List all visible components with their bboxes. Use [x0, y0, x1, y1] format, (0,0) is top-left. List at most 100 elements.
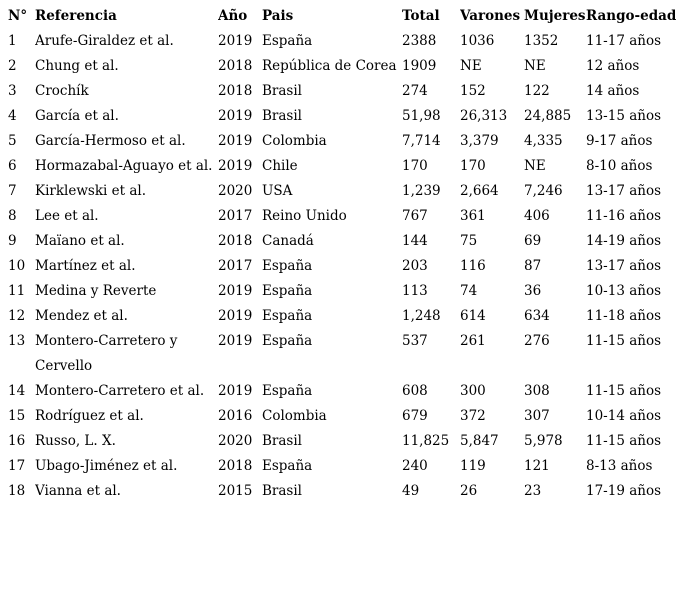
cell-var: 75 — [460, 233, 478, 249]
cell-muj: 36 — [524, 283, 542, 299]
cell-ano: 2016 — [218, 408, 253, 424]
cell-ref: Medina y Reverte — [35, 283, 157, 299]
cell-rango: 12 años — [586, 58, 640, 74]
cell-rango: 11-15 años — [586, 383, 662, 399]
cell-rango: 10-13 años — [586, 283, 662, 299]
cell-rango: 11-15 años — [586, 333, 662, 349]
cell-total: 113 — [402, 283, 428, 299]
cell-total: 767 — [402, 208, 428, 224]
cell-ano: 2019 — [218, 383, 253, 399]
cell-num: 16 — [8, 433, 26, 449]
cell-ref: Russo, L. X. — [35, 433, 116, 449]
table-row: 10 Martínez et al. 2017 España 203 116 87 13-17… — [8, 254, 683, 279]
cell-ref: García-Hermoso et al. — [35, 133, 186, 149]
table-row: 2 Chung et al. 2018 República de Corea 1909 N… — [8, 54, 683, 79]
cell-ano: 2020 — [218, 183, 253, 199]
table-row: 16 Russo, L. X. 2020 Brasil 11,825 5,847 5,978… — [8, 429, 683, 454]
cell-muj: 5,978 — [524, 433, 563, 449]
cell-pais: Chile — [262, 158, 298, 174]
cell-ano: 2019 — [218, 283, 253, 299]
cell-var: 2,664 — [460, 183, 499, 199]
cell-var: 614 — [460, 308, 486, 324]
cell-ref: Maïano et al. — [35, 233, 125, 249]
cell-pais: España — [262, 333, 313, 349]
column-header-num: N° — [8, 8, 28, 24]
cell-ref: Mendez et al. — [35, 308, 128, 324]
cell-total: 7,714 — [402, 133, 441, 149]
cell-rango: 11-16 años — [586, 208, 662, 224]
cell-var: 119 — [460, 458, 486, 474]
table-row: 5 García-Hermoso et al. 2019 Colombia 7,714 3… — [8, 129, 683, 154]
cell-total: 608 — [402, 383, 428, 399]
cell-muj: 308 — [524, 383, 550, 399]
cell-muj: 24,885 — [524, 108, 572, 124]
cell-num: 3 — [8, 83, 17, 99]
cell-var: NE — [460, 58, 482, 74]
cell-rango: 17-19 años — [586, 483, 662, 499]
cell-num: 9 — [8, 233, 17, 249]
cell-num: 13 — [8, 333, 26, 349]
cell-muj: 69 — [524, 233, 542, 249]
cell-var: 5,847 — [460, 433, 499, 449]
cell-var: 26 — [460, 483, 478, 499]
cell-rango: 10-14 años — [586, 408, 662, 424]
cell-pais: España — [262, 33, 313, 49]
cell-rango: 11-17 años — [586, 33, 662, 49]
cell-muj: 276 — [524, 333, 550, 349]
cell-var: 116 — [460, 258, 486, 274]
cell-rango: 11-15 años — [586, 433, 662, 449]
cell-total: 1,239 — [402, 183, 441, 199]
cell-ref: Vianna et al. — [35, 483, 121, 499]
cell-num: 12 — [8, 308, 26, 324]
cell-ano: 2018 — [218, 83, 253, 99]
studies-table: N° Referencia Año Pais Total Varones Mujeres Ra… — [8, 4, 683, 504]
cell-rango: 11-18 años — [586, 308, 662, 324]
cell-rango: 14 años — [586, 83, 640, 99]
cell-total: 274 — [402, 83, 428, 99]
cell-var: 261 — [460, 333, 486, 349]
cell-pais: Brasil — [262, 483, 302, 499]
cell-muj: 121 — [524, 458, 550, 474]
cell-var: 300 — [460, 383, 486, 399]
cell-pais: República de Corea — [262, 58, 397, 74]
table-row: 15 Rodríguez et al. 2016 Colombia 679 372 307 1… — [8, 404, 683, 429]
cell-muj: 1352 — [524, 33, 559, 49]
cell-total: 679 — [402, 408, 428, 424]
cell-num: 1 — [8, 33, 17, 49]
cell-rango: 13-17 años — [586, 183, 662, 199]
cell-pais: España — [262, 458, 313, 474]
cell-var: 1036 — [460, 33, 495, 49]
table-body: 1 Arufe-Giraldez et al. 2019 España 2388 1036… — [8, 29, 683, 504]
cell-total: 51,98 — [402, 108, 441, 124]
table-row: 8 Lee et al. 2017 Reino Unido 767 361 406 11-16… — [8, 204, 683, 229]
cell-ano: 2015 — [218, 483, 253, 499]
cell-ref: Ubago-Jiménez et al. — [35, 458, 178, 474]
cell-total: 49 — [402, 483, 420, 499]
cell-var: 361 — [460, 208, 486, 224]
cell-ano: 2019 — [218, 33, 253, 49]
cell-num: 11 — [8, 283, 26, 299]
table-row: 1 Arufe-Giraldez et al. 2019 España 2388 1036… — [8, 29, 683, 54]
cell-pais: Brasil — [262, 83, 302, 99]
cell-pais: España — [262, 258, 313, 274]
cell-num: 6 — [8, 158, 17, 174]
cell-ano: 2020 — [218, 433, 253, 449]
cell-rango: 9-17 años — [586, 133, 653, 149]
cell-pais: España — [262, 308, 313, 324]
cell-muj: 23 — [524, 483, 542, 499]
cell-total: 144 — [402, 233, 428, 249]
cell-total: 1,248 — [402, 308, 441, 324]
column-header-pais: Pais — [262, 8, 294, 24]
cell-ref: Lee et al. — [35, 208, 99, 224]
cell-var: 152 — [460, 83, 486, 99]
cell-num: 10 — [8, 258, 26, 274]
cell-muj: 634 — [524, 308, 550, 324]
cell-ano: 2018 — [218, 458, 253, 474]
table-row: 3 Crochík 2018 Brasil 274 152 122 14 años — [8, 79, 683, 104]
table-row: 7 Kirklewski et al. 2020 USA 1,239 2,664 7,246… — [8, 179, 683, 204]
table-row: 6 Hormazabal-Aguayo et al. 2019 Chile 170 170… — [8, 154, 683, 179]
cell-ref: García et al. — [35, 108, 119, 124]
cell-num: 17 — [8, 458, 26, 474]
cell-num: 15 — [8, 408, 26, 424]
cell-total: 537 — [402, 333, 428, 349]
